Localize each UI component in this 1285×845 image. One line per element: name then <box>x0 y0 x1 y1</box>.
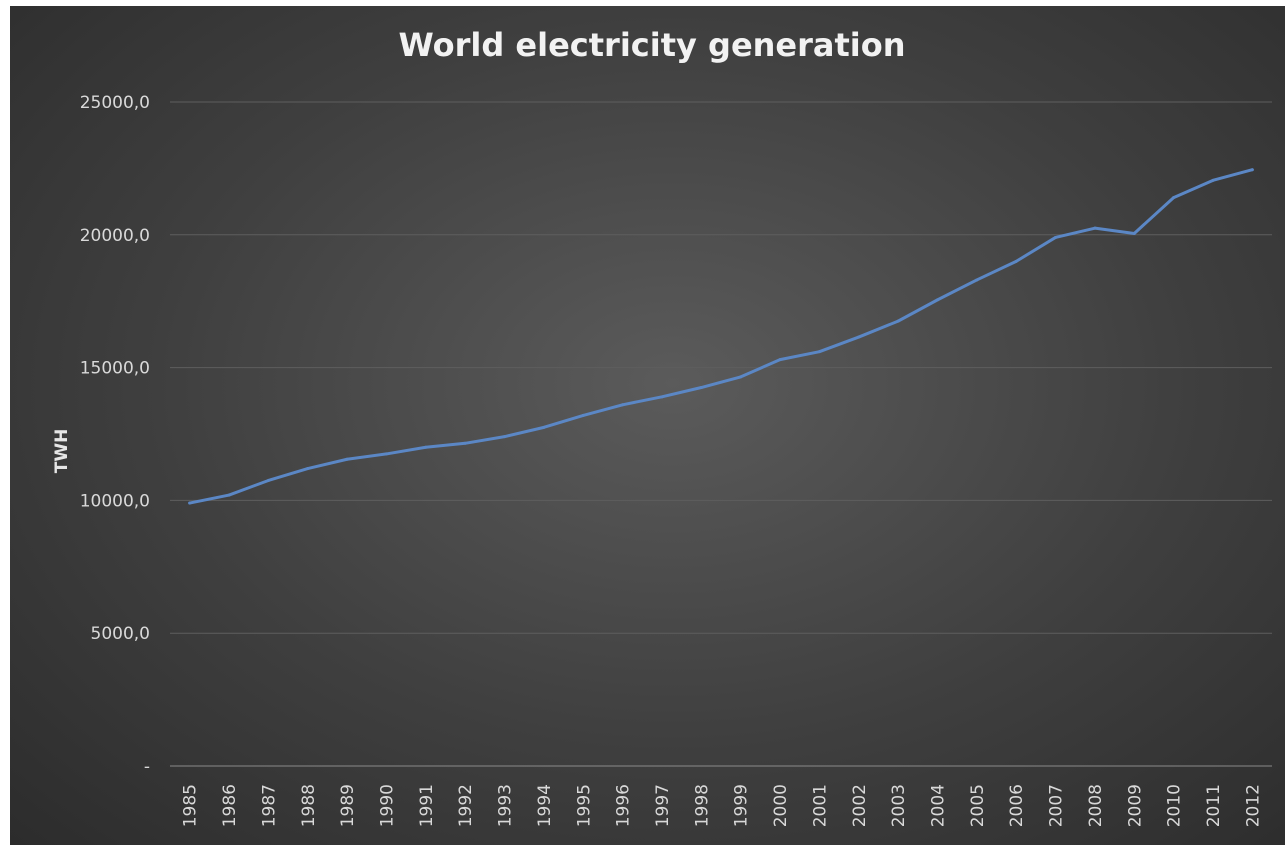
x-tick-label: 2007 <box>1047 784 1067 827</box>
chart-area: World electricity generation - 5000,0 1000… <box>10 6 1285 845</box>
x-tick-label: 2008 <box>1086 784 1106 827</box>
x-tick-label: 2009 <box>1125 784 1145 827</box>
x-tick-label: 1988 <box>299 784 319 827</box>
x-tick-label: 1994 <box>535 784 555 827</box>
x-tick-label: 2002 <box>850 784 870 827</box>
y-tick-label: 15000,0 <box>80 359 150 379</box>
data-point <box>581 413 585 417</box>
data-point <box>817 350 821 354</box>
y-axis-title: TWH <box>52 429 72 474</box>
data-point <box>266 478 270 482</box>
data-point <box>503 435 507 439</box>
x-tick-label: 2003 <box>889 784 909 827</box>
gridlines <box>170 101 1272 767</box>
x-tick-label: 1996 <box>614 784 634 827</box>
data-point <box>345 457 349 461</box>
x-tick-label: 2011 <box>1204 784 1224 827</box>
data-point <box>739 375 743 379</box>
data-point <box>1054 235 1058 239</box>
chart-title: World electricity generation <box>398 26 905 64</box>
x-tick-label: 1989 <box>338 784 358 827</box>
x-tick-label: 2004 <box>928 784 948 827</box>
x-tick-label: 1992 <box>456 784 476 827</box>
x-tick-label: 2010 <box>1165 784 1185 827</box>
data-point <box>188 501 192 505</box>
y-tick-label: 25000,0 <box>80 93 150 113</box>
x-tick-label: 2001 <box>810 784 830 827</box>
data-point <box>1014 259 1018 263</box>
x-tick-label: 2012 <box>1243 784 1263 827</box>
data-point <box>660 395 664 399</box>
x-tick-label: 1990 <box>377 784 397 827</box>
x-tick-label: 1997 <box>653 784 673 827</box>
series-line <box>188 168 1254 505</box>
data-point <box>542 425 546 429</box>
x-tick-label: 1999 <box>732 784 752 827</box>
data-point <box>975 278 979 282</box>
data-point <box>1172 196 1176 200</box>
data-point <box>306 467 310 471</box>
x-tick-label: 1991 <box>417 784 437 827</box>
data-point <box>1211 178 1215 182</box>
data-point <box>1132 231 1136 235</box>
data-point <box>227 493 231 497</box>
data-point <box>896 319 900 323</box>
x-tick-label: 2000 <box>771 784 791 827</box>
data-point <box>935 298 939 302</box>
data-point <box>463 441 467 445</box>
data-point <box>1250 168 1254 172</box>
y-tick-label: - <box>144 757 150 777</box>
y-tick-label: 20000,0 <box>80 226 150 246</box>
x-tick-label: 2005 <box>968 784 988 827</box>
x-tick-label: 1985 <box>181 784 201 827</box>
x-tick-label: 2006 <box>1007 784 1027 827</box>
data-point <box>1093 226 1097 230</box>
y-tick-label: 5000,0 <box>91 624 150 644</box>
data-point <box>621 403 625 407</box>
x-axis-ticks: 1985 1986 1987 1988 1989 1990 1991 1992 1993 1994… <box>181 784 1264 827</box>
y-tick-label: 10000,0 <box>80 491 150 511</box>
x-tick-label: 1987 <box>259 784 279 827</box>
data-point <box>424 445 428 449</box>
x-tick-label: 1993 <box>496 784 516 827</box>
x-tick-label: 1995 <box>574 784 594 827</box>
x-tick-label: 1998 <box>692 784 712 827</box>
data-point <box>857 335 861 339</box>
y-axis-ticks: - 5000,0 10000,0 15000,0 20000,0 25000,0 <box>80 93 150 777</box>
series-layer <box>188 168 1254 505</box>
data-point <box>699 386 703 390</box>
data-point <box>778 358 782 362</box>
x-tick-label: 1986 <box>220 784 240 827</box>
line-chart: World electricity generation - 5000,0 1000… <box>52 26 1272 827</box>
data-point <box>384 452 388 456</box>
